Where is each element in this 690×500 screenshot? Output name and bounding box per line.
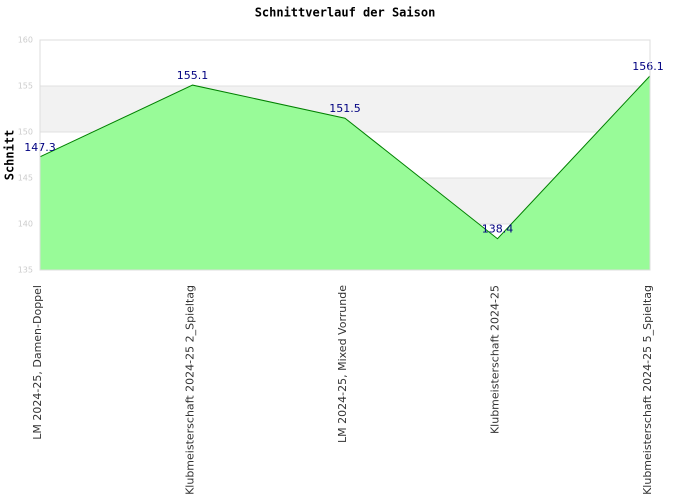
x-tick-label: LM 2024-25, Mixed Vorrunde (336, 285, 349, 443)
y-tick-label: 140 (18, 220, 33, 229)
value-label: 138.4 (482, 223, 514, 236)
area (40, 75, 650, 270)
plot-border (39, 39, 651, 271)
x-tick-label: Klubmeisterschaft 2024-25 5_Spieltag (641, 285, 654, 495)
y-tick-label: 135 (18, 266, 33, 275)
x-tick-label: Klubmeisterschaft 2024-25 (489, 285, 502, 434)
x-tick-label: LM 2024-25, Damen-Doppel (31, 285, 44, 440)
y-axis-label: Schnitt (3, 130, 17, 181)
chart-title: Schnittverlauf der Saison (255, 6, 436, 20)
y-tick-label: 150 (18, 128, 33, 137)
x-tick-label: Klubmeisterschaft 2024-25 2_Spieltag (184, 285, 197, 495)
y-tick-label: 155 (18, 82, 33, 91)
value-label: 155.1 (177, 69, 209, 82)
value-label: 151.5 (329, 102, 361, 115)
value-label: 156.1 (632, 60, 664, 73)
y-tick-label: 145 (18, 174, 33, 183)
y-tick-label: 160 (18, 36, 33, 45)
line (39, 75, 651, 240)
